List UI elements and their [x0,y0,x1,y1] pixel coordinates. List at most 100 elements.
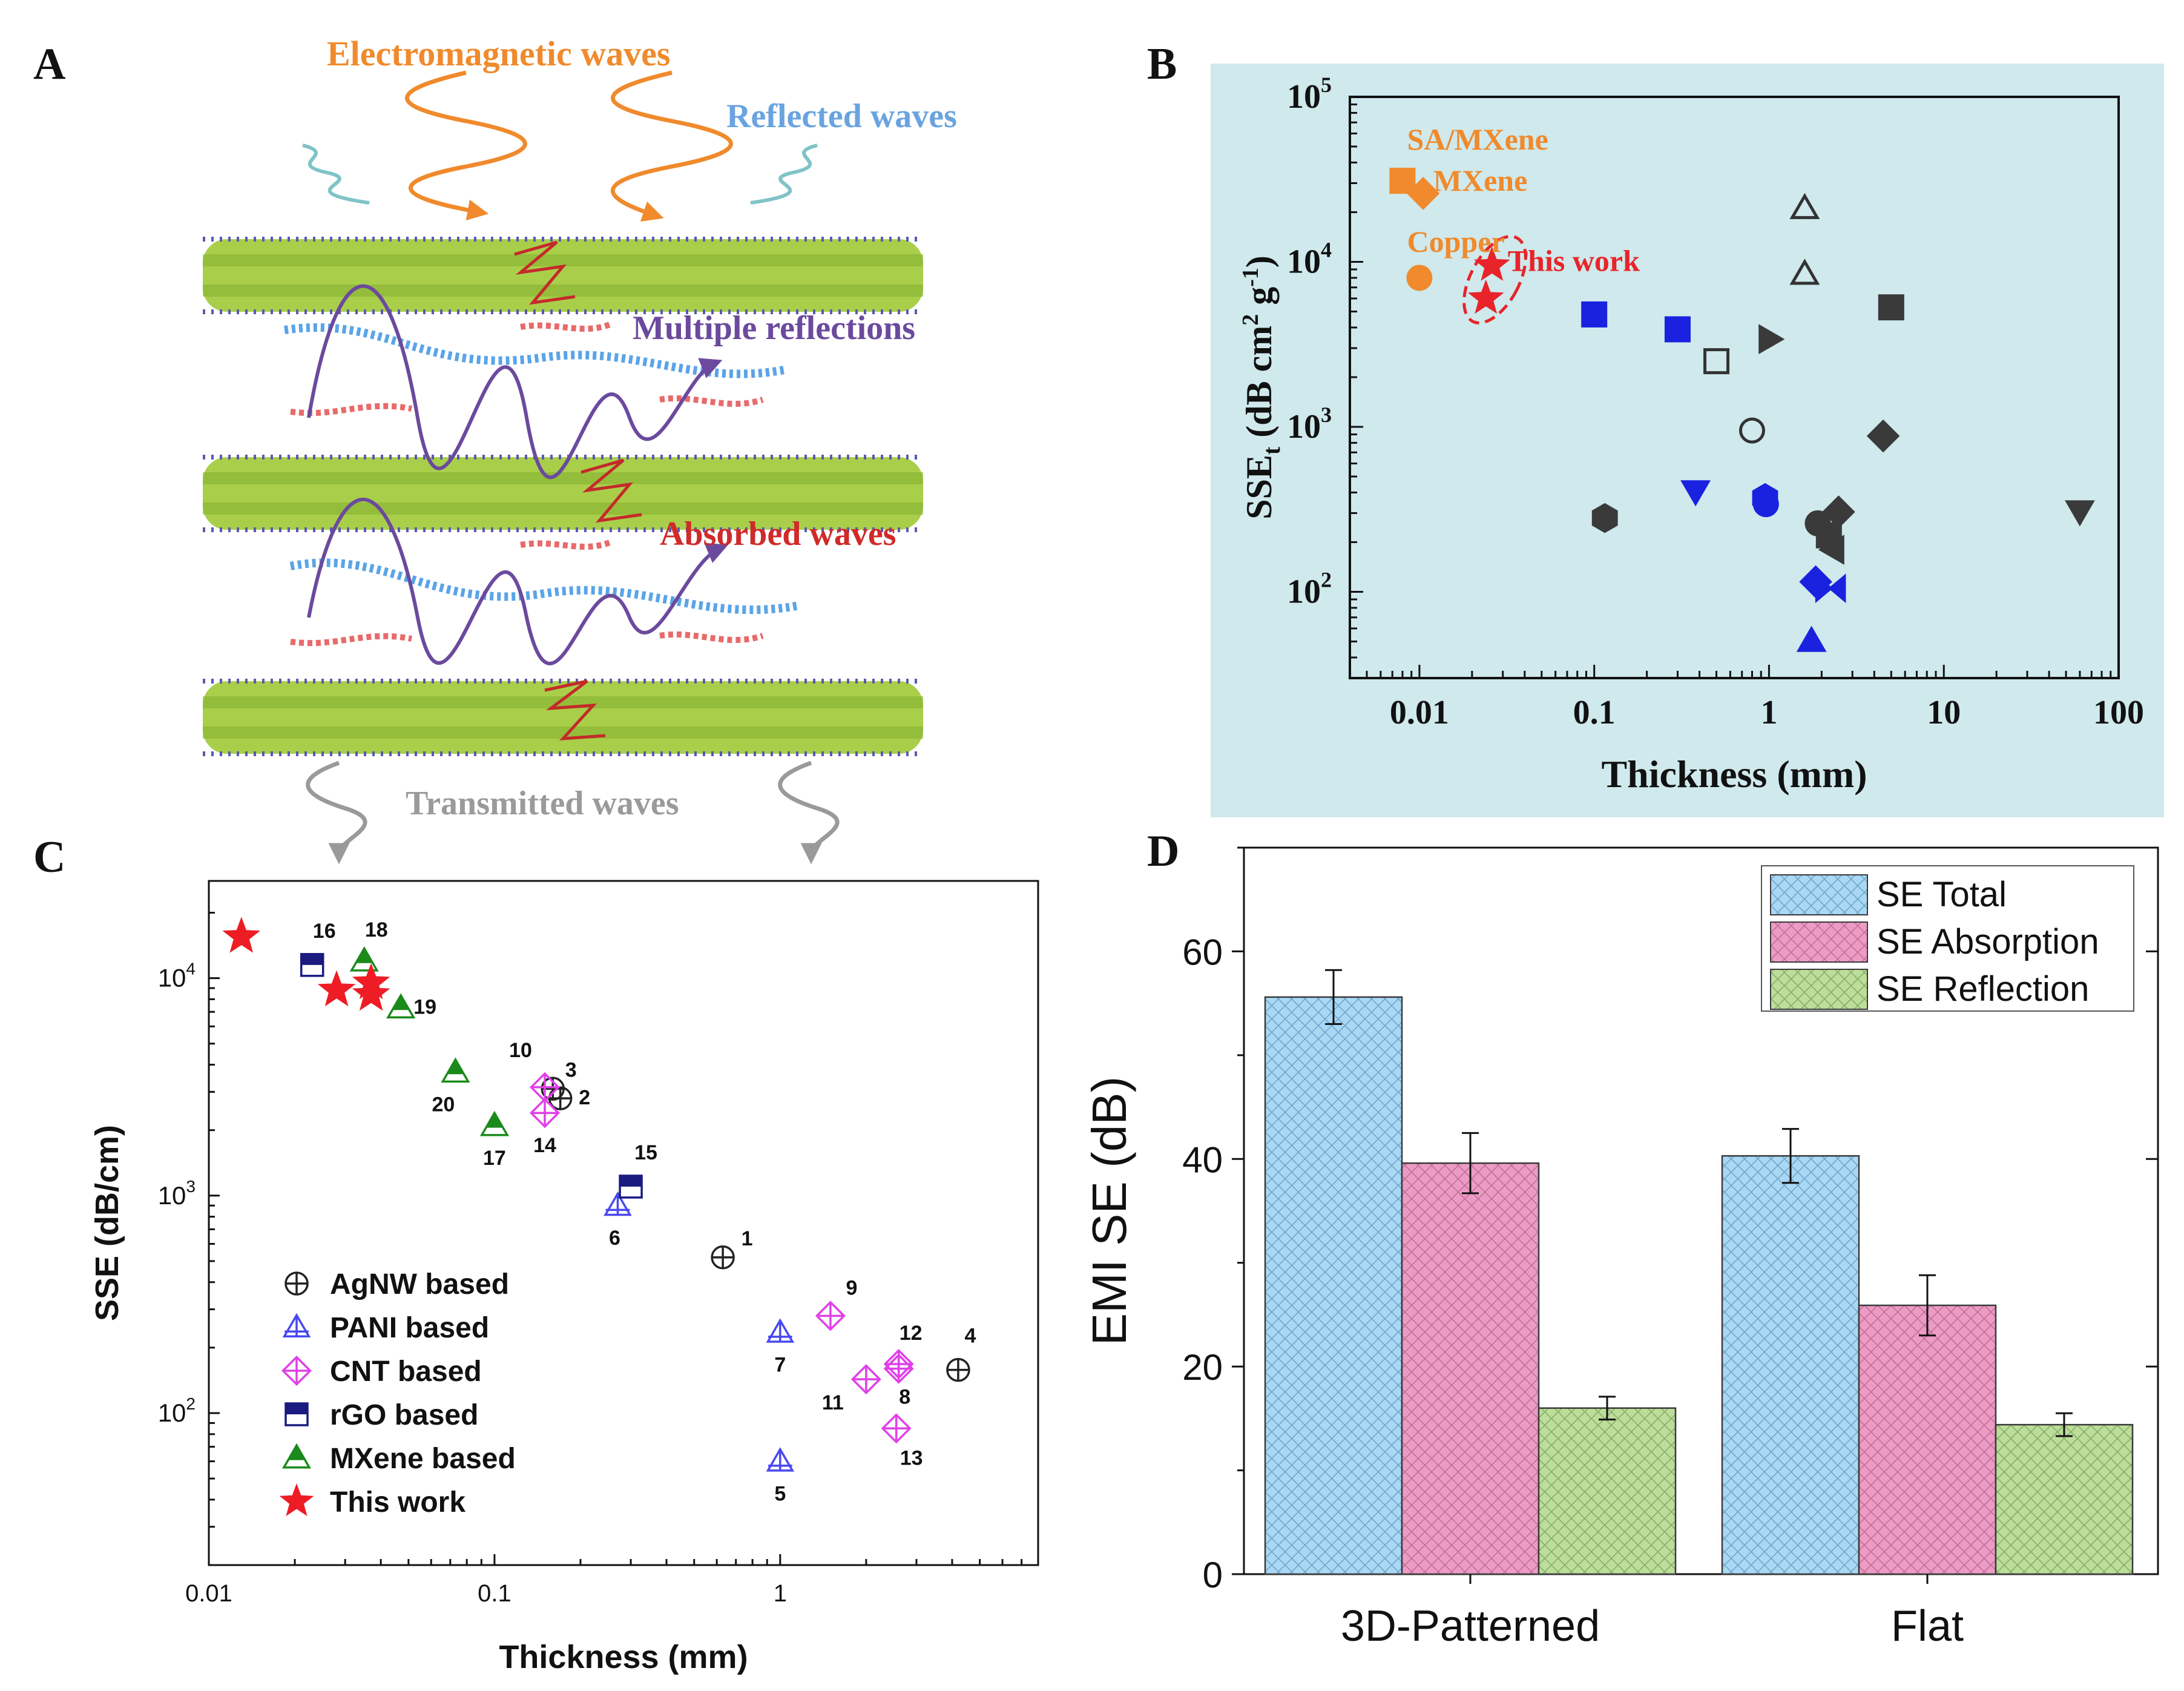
c-data-point [883,1349,914,1380]
panel-d-y-axis-label: EMI SE (dB) [1082,1076,1136,1346]
panel-c-x-axis-label: Thickness (mm) [499,1639,748,1675]
b-y-tick-label: 102 [1287,568,1332,611]
polymer-chain-2 [289,558,800,615]
c-data-point [386,993,416,1019]
c-point-label: 16 [313,920,336,943]
panel-d-ticks [1232,846,2158,1575]
c-data-point [300,953,324,977]
b-data-point [1591,503,1618,533]
d-legend-label: SE Total [1876,875,2007,914]
d-error-bar [1325,969,1342,1025]
d-error-bar [1599,1396,1616,1421]
c-legend-marker [281,1443,312,1469]
b-x-tick-label: 0.1 [1573,694,1616,731]
b-data-point [1758,324,1785,355]
panel-c-y-axis-label: SSE (dB/cm) [89,1125,125,1321]
b-data-point [1406,177,1440,210]
b-x-tick-label: 10 [1927,694,1961,731]
c-data-point [766,1447,795,1472]
c-x-tick-label: 0.1 [478,1580,511,1607]
d-category-label: Flat [1891,1602,1964,1650]
b-x-tick-label: 0.01 [1390,694,1449,731]
c-point-label: 5 [774,1483,786,1506]
red-chain-1 [290,321,764,417]
panel-label-b: B [1147,39,1177,89]
d-error-bar [2056,1412,2073,1437]
b-data-point [1789,193,1820,219]
absorbed-zigzag-1 [514,240,576,305]
c-legend-label: CNT based [330,1356,482,1388]
d-error-bar [1782,1128,1799,1184]
label-transmitted-waves: Transmitted waves [406,785,679,822]
panel-d-category-labels: 3D-Patterned Flat [1341,1574,1964,1650]
d-bar [1401,1162,1540,1575]
panel-b-plot-frame [1349,96,2120,679]
c-data-point [441,1057,470,1083]
panel-c-y-tick-labels: 102 103 104 [158,960,196,1427]
layer-3 [203,679,923,756]
d-legend-swatch [1770,969,1868,1010]
d-y-tick-label: 0 [1203,1555,1223,1595]
c-point-label: 15 [634,1141,657,1164]
b-annotation: SA/MXene [1407,122,1548,156]
b-data-point [1818,535,1844,565]
b-data-point [1581,301,1608,328]
c-legend-marker [279,1483,314,1517]
c-point-label: 12 [900,1322,923,1345]
d-bar [1858,1304,1997,1575]
panel-c-legend: AgNW based PANI based CNT based rGO based MX… [279,1268,516,1518]
b-y-tick-label: 104 [1287,238,1332,281]
b-annotation: This work [1508,244,1640,278]
b-x-tick-label: 1 [1760,694,1777,731]
c-point-label: 18 [365,918,388,941]
absorbed-zigzag-2 [581,458,642,523]
panel-d-chart: D 0 20 40 60 3D-Patterned Flat SE Total SE Ab… [1082,826,2159,1650]
d-bar [1264,996,1403,1575]
d-legend-swatch [1770,874,1868,915]
this-work-ellipse [1462,235,1527,325]
c-y-tick-label: 104 [158,960,196,992]
c-data-point [815,1300,846,1331]
c-data-point [222,917,261,953]
c-point-label: 1 [742,1227,753,1250]
c-legend-marker [282,1313,311,1338]
c-point-label: 11 [822,1391,844,1414]
c-point-label: 13 [900,1446,923,1469]
d-y-tick-label: 40 [1182,1139,1223,1180]
panel-d-legend: SE Total SE Absorption SE Reflection [1761,865,2134,1012]
c-x-tick-label: 0.01 [185,1580,232,1607]
d-bar [1538,1407,1677,1575]
c-data-point [317,970,356,1007]
b-annotation: Copper [1407,225,1505,259]
b-data-point [2065,500,2095,527]
c-legend-marker [285,1402,309,1426]
panel-label-c: C [33,832,65,882]
c-data-point [604,1191,632,1216]
b-x-tick-label: 100 [2093,694,2144,731]
panel-b-chart: B 0.01 0.1 1 10 100 102 103 104 105 SA/MXene MXe… [1147,39,2164,817]
red-chain-2 [290,539,764,647]
panel-b-x-axis-label: Thickness (mm) [1601,753,1867,796]
reflected-wave-right [750,143,818,205]
label-multiple-reflections: Multiple reflections [633,309,915,347]
multiple-reflection-wave-2 [307,498,729,665]
d-error-bar [1462,1132,1479,1195]
c-point-label: 2 [579,1086,590,1109]
b-data-point [1878,294,1904,321]
c-legend-marker [281,1356,312,1386]
d-error-bar [1919,1274,1936,1337]
b-data-point [1703,348,1730,375]
c-legend-label: This work [330,1486,465,1518]
b-data-point [1680,480,1711,507]
c-legend-label: rGO based [330,1399,478,1431]
c-data-point [619,1175,643,1199]
c-point-label: 7 [774,1354,786,1377]
panel-c-ticks [208,911,1039,1566]
panel-b-x-tick-labels: 0.01 0.1 1 10 100 [1390,694,2144,731]
panel-b-points [1389,168,2095,652]
c-data-point [881,1413,912,1444]
c-data-point [850,1364,881,1395]
